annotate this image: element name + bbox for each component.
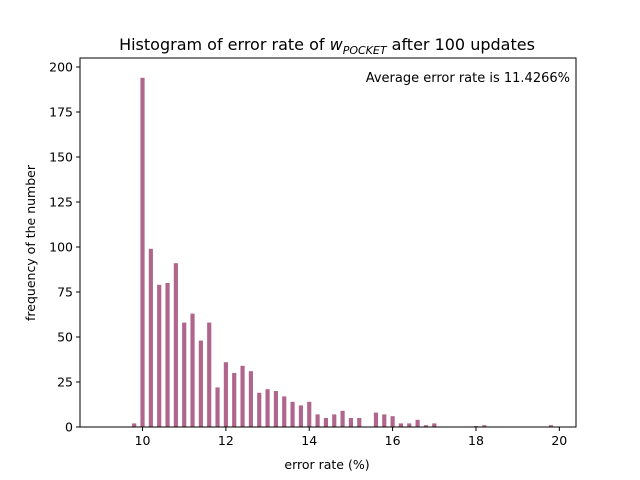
- bar-14.4: [323, 418, 328, 427]
- bar-15.8: [382, 414, 387, 427]
- bar-12.4: [240, 365, 245, 427]
- chart-title: Histogram of error rate of wPOCKET after…: [119, 35, 535, 57]
- y-tick-label-0: 0: [65, 420, 73, 435]
- average-annotation: Average error rate is 11.4266%: [366, 71, 570, 86]
- bar-13.8: [298, 405, 303, 427]
- bar-14.6: [332, 414, 337, 427]
- bar-16.6: [415, 419, 420, 427]
- bar-9.8: [132, 423, 137, 427]
- bar-14: [307, 401, 312, 427]
- x-tick-label-16: 16: [385, 433, 401, 448]
- chart-title-subscript: POCKET: [343, 44, 388, 57]
- bar-10.4: [157, 284, 162, 427]
- bar-13: [265, 389, 270, 427]
- bar-12: [223, 362, 228, 427]
- y-tick-label-75: 75: [57, 285, 73, 300]
- chart-title-suffix: after 100 updates: [387, 35, 535, 54]
- bar-16: [390, 416, 395, 427]
- bar-10.6: [165, 283, 170, 427]
- bar-15.2: [357, 418, 362, 427]
- bar-13.2: [273, 391, 278, 427]
- x-tick-label-20: 20: [551, 433, 567, 448]
- y-tick-label-50: 50: [57, 330, 73, 345]
- bar-14.8: [340, 410, 345, 427]
- y-axis-label: frequency of the number: [23, 164, 38, 321]
- bar-10.8: [173, 263, 178, 427]
- bar-11.4: [198, 340, 203, 427]
- bar-18.2: [482, 425, 487, 427]
- bar-10: [140, 77, 145, 428]
- bar-16.4: [407, 423, 412, 427]
- x-axis-label: error rate (%): [284, 457, 369, 472]
- chart-title-variable: w: [330, 35, 344, 54]
- y-tick-label-125: 125: [49, 195, 73, 210]
- y-tick-label-150: 150: [49, 150, 73, 165]
- bar-16.2: [398, 423, 404, 427]
- axes-frame: [79, 57, 577, 428]
- bar-11: [182, 322, 187, 427]
- y-tick-label-25: 25: [57, 375, 73, 390]
- bar-11.6: [207, 322, 212, 427]
- bar-16.8: [423, 425, 429, 427]
- x-tick-label-14: 14: [301, 433, 317, 448]
- bar-17: [432, 423, 437, 427]
- bars: [132, 77, 554, 428]
- bar-14.2: [315, 414, 320, 427]
- bar-15: [348, 418, 354, 427]
- chart-title-prefix: Histogram of error rate of: [119, 35, 330, 54]
- bar-13.4: [282, 396, 287, 427]
- bar-12.8: [257, 392, 262, 427]
- bar-12.6: [248, 371, 253, 427]
- x-tick-label-12: 12: [218, 433, 234, 448]
- bar-15.6: [373, 412, 379, 427]
- bar-10.2: [148, 248, 153, 427]
- y-tick-label-175: 175: [49, 105, 73, 120]
- y-tick-label-100: 100: [49, 240, 73, 255]
- bar-12.2: [232, 373, 237, 427]
- bar-11.2: [190, 313, 195, 427]
- bar-11.8: [215, 387, 220, 427]
- y-tick-label-200: 200: [49, 60, 73, 75]
- bar-19.8: [548, 425, 554, 427]
- x-tick-label-18: 18: [468, 433, 484, 448]
- bar-13.6: [290, 401, 295, 427]
- x-tick-label-10: 10: [135, 433, 151, 448]
